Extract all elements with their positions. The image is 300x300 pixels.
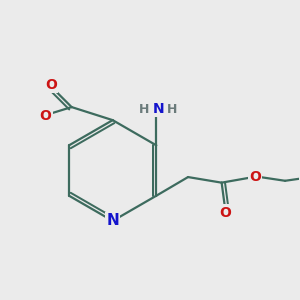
- Text: O: O: [40, 110, 51, 123]
- Text: H: H: [167, 103, 177, 116]
- Text: O: O: [45, 78, 57, 92]
- Text: O: O: [219, 206, 231, 220]
- Text: N: N: [152, 102, 164, 116]
- Text: H: H: [139, 103, 150, 116]
- Text: O: O: [249, 170, 261, 184]
- Text: N: N: [106, 213, 119, 228]
